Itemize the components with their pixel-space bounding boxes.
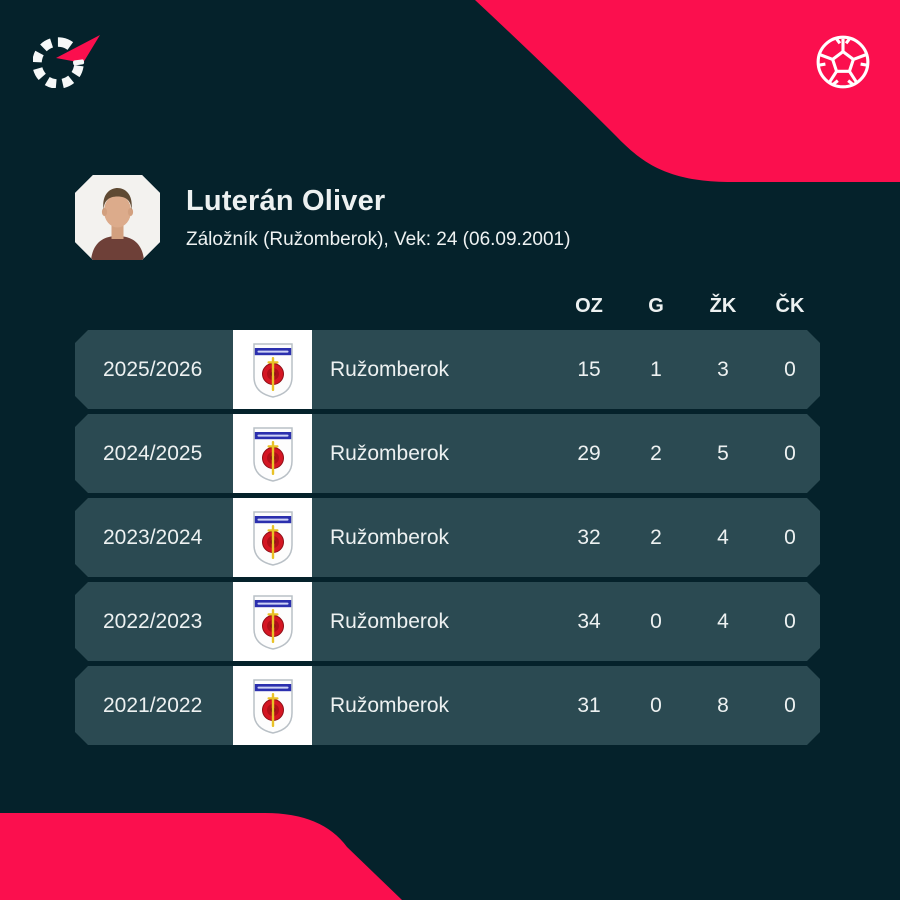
ruzomberok-crest-icon <box>251 593 295 651</box>
stat-values: 15 1 3 0 <box>559 330 820 409</box>
ruzomberok-crest-icon <box>251 677 295 735</box>
stat-oz: 32 <box>577 525 601 549</box>
ruzomberok-crest-icon <box>251 425 295 483</box>
ruzomberok-crest-icon <box>251 509 295 567</box>
ruzomberok-crest-icon <box>251 341 295 399</box>
season-stats-row[interactable]: 2022/2023 Ružomberok 34 0 4 0 <box>75 582 820 661</box>
stat-oz: 15 <box>577 357 601 381</box>
stat-oz: 31 <box>577 693 601 717</box>
column-header-zk: ŽK <box>709 295 737 317</box>
season-stats-row[interactable]: 2021/2022 Ružomberok 31 0 8 0 <box>75 666 820 745</box>
club-crest-cell <box>233 414 312 493</box>
club-crest-cell <box>233 582 312 661</box>
season-label: 2024/2025 <box>103 441 203 465</box>
club-crest-cell <box>233 330 312 409</box>
player-avatar <box>75 175 160 260</box>
season-stats-row[interactable]: 2024/2025 Ružomberok 29 2 5 0 <box>75 414 820 493</box>
stats-table-body: 2025/2026 Ružomberok 15 1 3 0 <box>75 330 820 750</box>
column-header-g: G <box>648 295 664 317</box>
stat-g: 2 <box>650 441 662 465</box>
flashscore-logo-icon <box>33 35 100 88</box>
stat-zk: 4 <box>717 609 729 633</box>
stat-ck: 0 <box>784 525 796 549</box>
football-icon <box>816 35 870 89</box>
stat-g: 1 <box>650 357 662 381</box>
stat-ck: 0 <box>784 693 796 717</box>
stat-zk: 4 <box>717 525 729 549</box>
season-stats-row[interactable]: 2023/2024 Ružomberok 32 2 4 0 <box>75 498 820 577</box>
club-name: Ružomberok <box>330 609 450 633</box>
stat-values: 32 2 4 0 <box>559 498 820 577</box>
club-name: Ružomberok <box>330 357 450 381</box>
stat-ck: 0 <box>784 441 796 465</box>
stat-values: 29 2 5 0 <box>559 414 820 493</box>
season-stats-row[interactable]: 2025/2026 Ružomberok 15 1 3 0 <box>75 330 820 409</box>
stat-ck: 0 <box>784 357 796 381</box>
stat-oz: 34 <box>577 609 601 633</box>
club-name: Ružomberok <box>330 525 450 549</box>
stat-ck: 0 <box>784 609 796 633</box>
stat-g: 0 <box>650 693 662 717</box>
player-name: Luterán Oliver <box>186 185 386 217</box>
stat-oz: 29 <box>577 441 601 465</box>
season-label: 2025/2026 <box>103 357 203 381</box>
corner-accent-top-right <box>475 0 900 182</box>
player-header: Luterán Oliver Záložník (Ružomberok), Ve… <box>75 175 570 260</box>
player-details: Záložník (Ružomberok), Vek: 24 (06.09.20… <box>186 228 571 250</box>
season-label: 2021/2022 <box>103 693 203 717</box>
stat-values: 34 0 4 0 <box>559 582 820 661</box>
club-crest-cell <box>233 498 312 577</box>
player-photo <box>75 175 160 260</box>
club-name: Ružomberok <box>330 693 450 717</box>
player-text-block: Luterán Oliver Záložník (Ružomberok), Ve… <box>186 175 570 251</box>
stat-values: 31 0 8 0 <box>559 666 820 745</box>
column-header-ck: ČK <box>775 295 805 317</box>
season-label: 2023/2024 <box>103 525 203 549</box>
corner-accent-bottom-left <box>0 813 402 900</box>
club-crest-cell <box>233 666 312 745</box>
stat-g: 0 <box>650 609 662 633</box>
stat-zk: 8 <box>717 693 729 717</box>
club-name: Ružomberok <box>330 441 450 465</box>
stats-column-headers: OZ G ŽK ČK <box>75 286 820 318</box>
stat-zk: 5 <box>717 441 729 465</box>
column-header-oz: OZ <box>575 295 603 317</box>
stat-zk: 3 <box>717 357 729 381</box>
stat-g: 2 <box>650 525 662 549</box>
season-label: 2022/2023 <box>103 609 203 633</box>
